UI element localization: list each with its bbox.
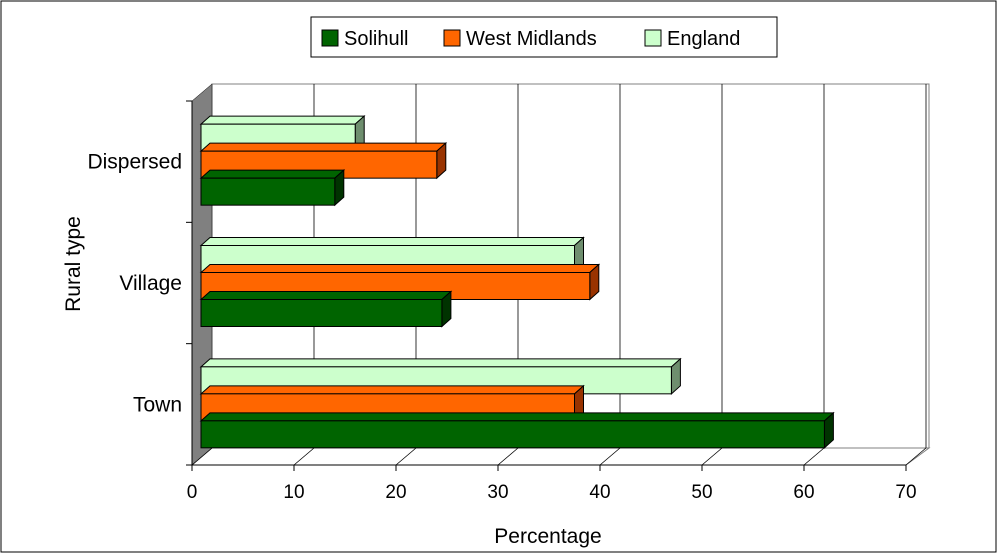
legend-label: Solihull	[344, 28, 408, 50]
x-tick-label: 30	[487, 482, 508, 503]
x-tick-label: 50	[691, 482, 712, 503]
legend-swatch	[443, 29, 461, 47]
plot-floor	[190, 447, 931, 466]
bar	[200, 299, 443, 327]
y-tick-label: Village	[119, 272, 182, 295]
legend: Solihull West Midlands England	[310, 16, 778, 58]
floor-gridline	[905, 447, 927, 466]
bar	[200, 420, 825, 449]
x-tick-label: 10	[283, 482, 304, 503]
floor-gridline	[803, 447, 825, 466]
bar-top	[199, 385, 585, 395]
bar-top	[199, 142, 448, 152]
floor-gridline	[599, 447, 621, 466]
bar	[200, 177, 336, 206]
y-tick-label: Dispersed	[87, 151, 182, 174]
legend-swatch	[321, 29, 339, 47]
floor-gridline	[497, 447, 519, 466]
legend-box	[310, 16, 778, 58]
bar-top	[199, 237, 585, 246]
bars	[199, 115, 835, 449]
floor-gridline	[293, 447, 315, 466]
x-tick-label: 60	[793, 482, 814, 503]
bar-top	[199, 264, 601, 273]
floor-gridline	[701, 447, 723, 466]
x-tick-label: 70	[895, 482, 916, 503]
bar-top	[199, 169, 346, 179]
legend-swatch	[644, 29, 662, 47]
legend-label: England	[667, 28, 740, 50]
x-tick-label: 20	[385, 482, 406, 503]
y-tick-label: Town	[133, 393, 182, 416]
axes: 0 10 20 30 40 50 60 70 Town Village Dispersed	[87, 100, 917, 503]
bar-top	[199, 358, 682, 368]
bar-top	[199, 291, 453, 300]
legend-label: West Midlands	[466, 28, 597, 50]
floor-gridline	[395, 447, 417, 466]
floor-gridline	[191, 447, 213, 466]
x-tick-label: 0	[187, 482, 198, 503]
bar-top	[199, 115, 366, 125]
x-axis-label: Percentage	[494, 525, 601, 548]
x-tick-label: 40	[589, 482, 610, 503]
bar-top	[199, 412, 835, 422]
y-axis-label: Rural type	[62, 216, 85, 312]
